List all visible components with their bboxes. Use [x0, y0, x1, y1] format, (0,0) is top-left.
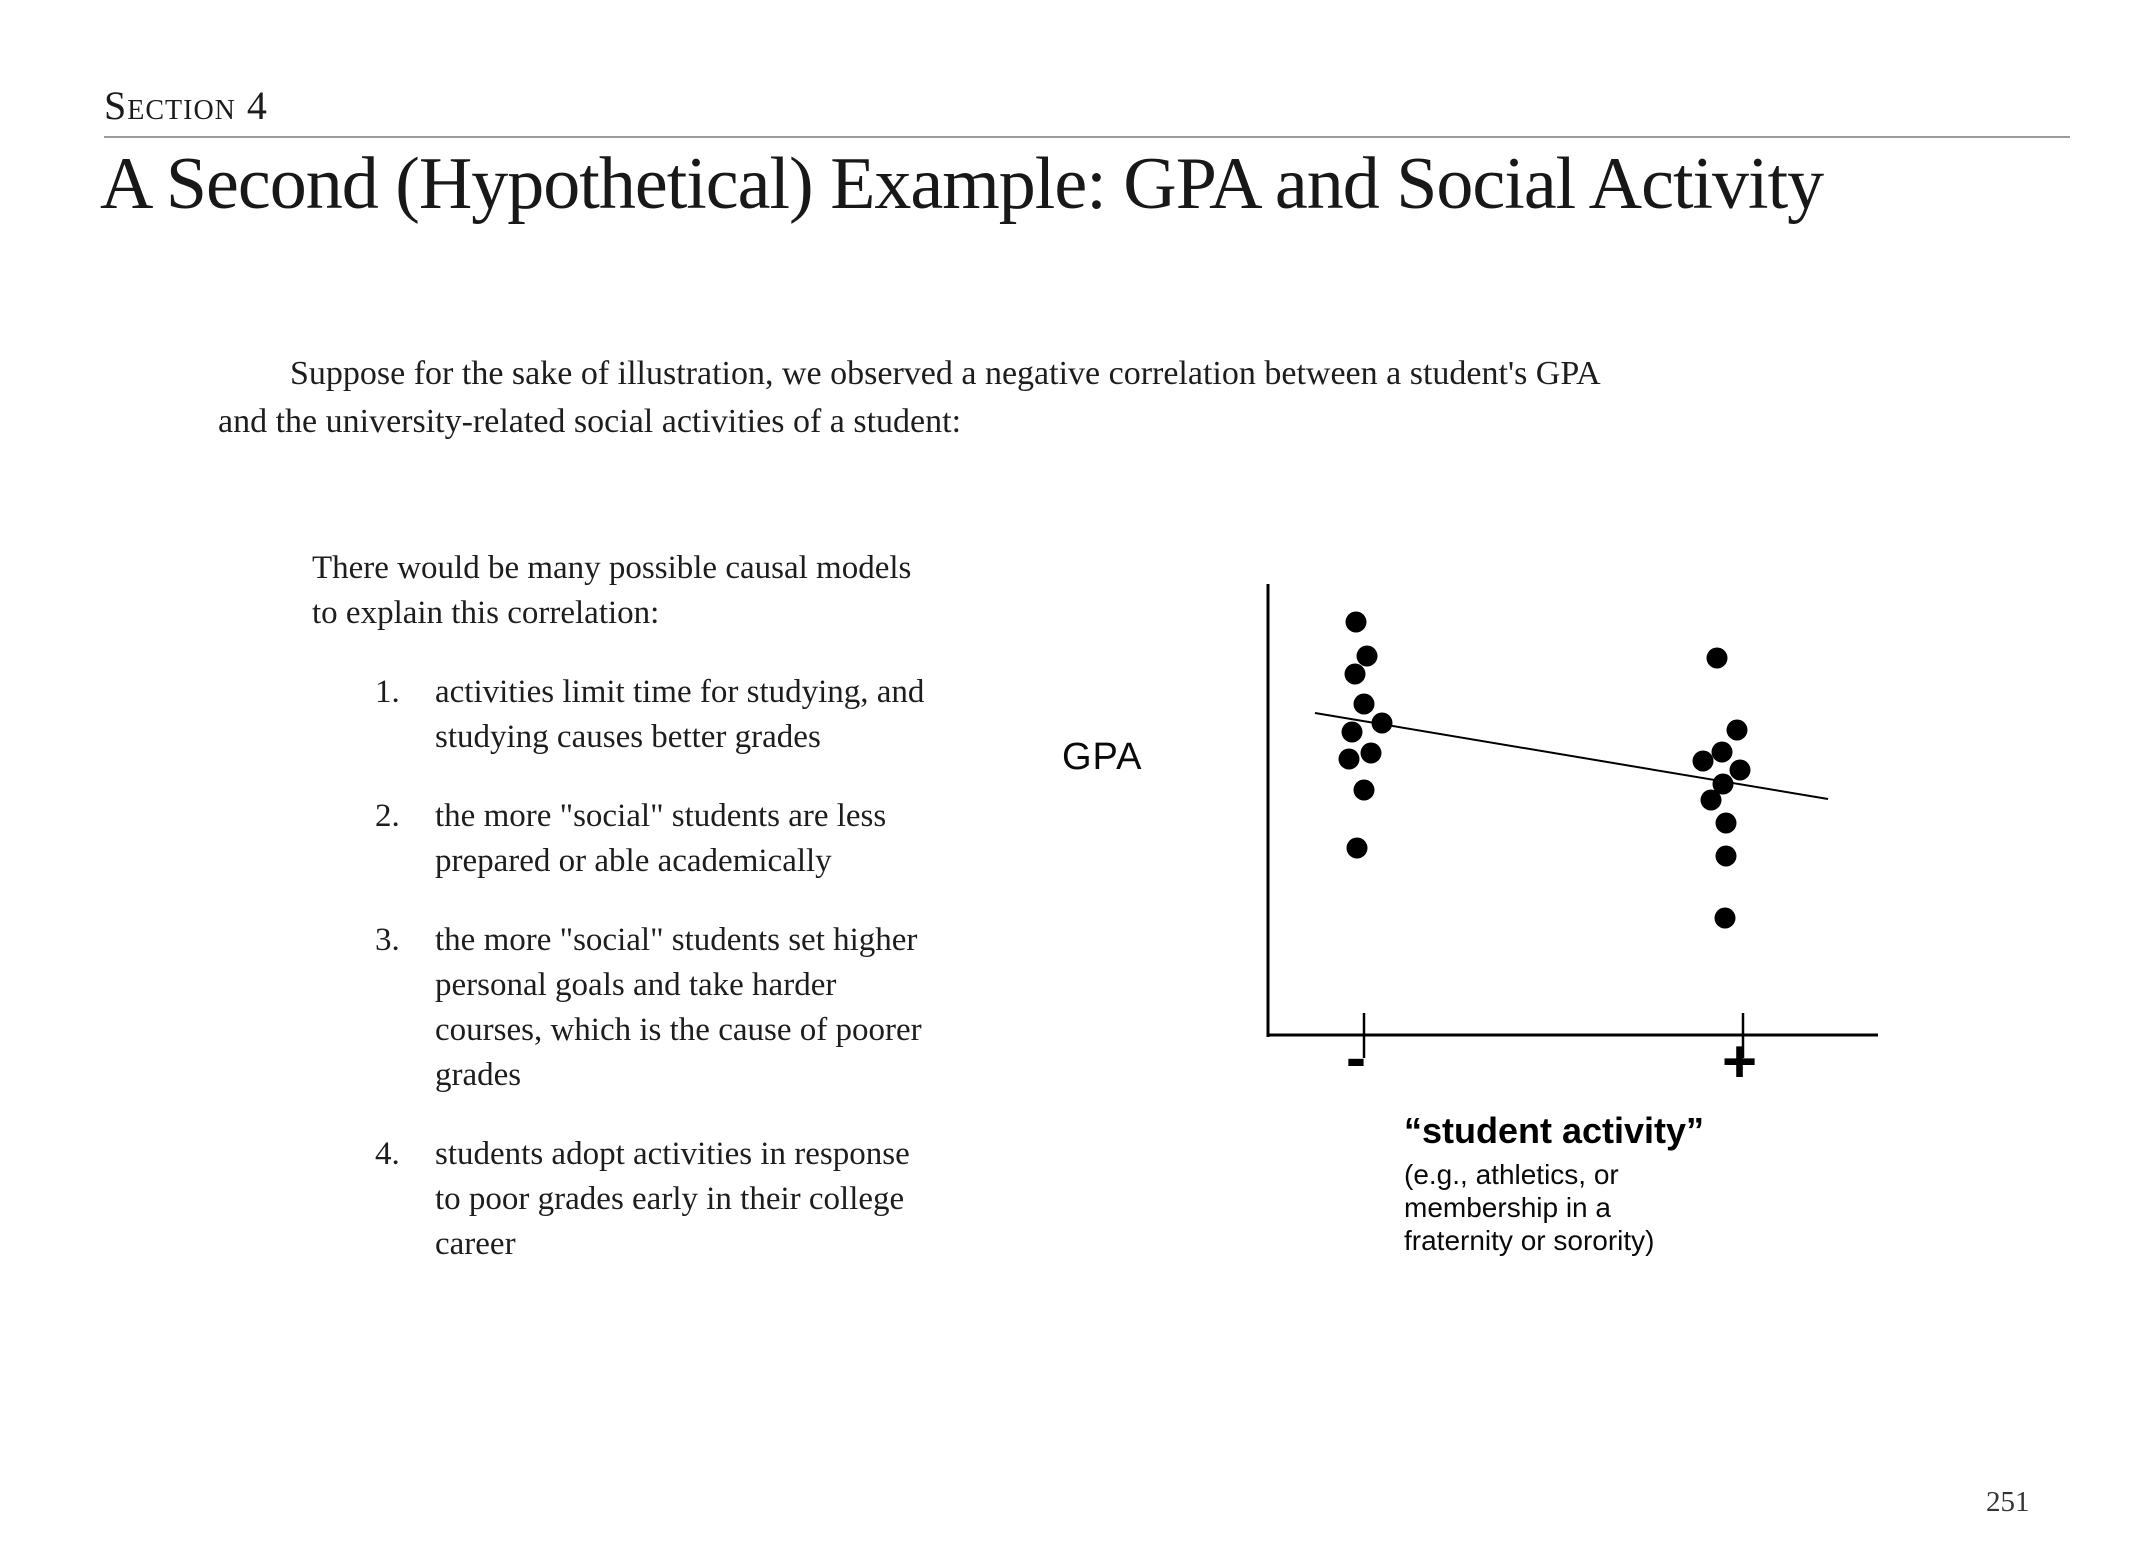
- item-text: the more "social" students set higher per…: [435, 918, 922, 1098]
- data-point: [1729, 759, 1751, 781]
- text-line: Suppose for the sake of illustration, we…: [290, 355, 1601, 392]
- text-line: students adopt activities in response: [435, 1136, 910, 1172]
- causal-models-list: 1. activities limit time for studying, an…: [312, 670, 1032, 1267]
- causal-model-item: 3. the more "social" students set higher p…: [312, 918, 1032, 1098]
- section-label: Section 4: [104, 83, 268, 128]
- data-point: [1344, 663, 1366, 685]
- text-line: career: [435, 1226, 516, 1262]
- data-point: [1371, 712, 1393, 734]
- data-point: [1706, 647, 1728, 669]
- data-point: [1692, 750, 1714, 772]
- data-point: [1712, 773, 1734, 795]
- page-number: 251: [1986, 1486, 2030, 1518]
- section-divider: [104, 136, 2070, 138]
- data-point: [1353, 693, 1375, 715]
- causal-model-item: 2. the more "social" students are less pre…: [312, 794, 1032, 884]
- causal-model-item: 1. activities limit time for studying, an…: [312, 670, 1032, 760]
- data-point: [1353, 779, 1375, 801]
- text-line: to explain this correlation:: [312, 595, 660, 631]
- data-point: [1726, 719, 1748, 741]
- x-tick-label-plus: +: [1722, 1028, 1758, 1095]
- data-point: [1345, 611, 1367, 633]
- scatter-plot-canvas: [1266, 584, 1878, 1058]
- data-point: [1711, 741, 1733, 763]
- data-point: [1346, 837, 1368, 859]
- y-axis-label: GPA: [1062, 736, 1143, 778]
- item-text: activities limit time for studying, and s…: [435, 670, 924, 760]
- text-line: fraternity or sorority): [1404, 1225, 1655, 1256]
- intro-paragraph: Suppose for the sake of illustration, we…: [218, 350, 1938, 446]
- text-line: and the university-related social activi…: [218, 403, 962, 440]
- item-text: students adopt activities in response to …: [435, 1132, 910, 1267]
- causal-models-intro: There would be many possible causal mode…: [312, 546, 1032, 636]
- data-point: [1356, 645, 1378, 667]
- text-line: the more "social" students set higher: [435, 922, 918, 958]
- page-title: A Second (Hypothetical) Example: GPA and…: [100, 143, 1824, 225]
- text-line: (e.g., athletics, or: [1404, 1159, 1619, 1190]
- x-axis-note: (e.g., athletics, or membership in a frate…: [1404, 1158, 1655, 1257]
- trend-line: [1314, 712, 1829, 800]
- scatter-plot: GPA - + “student activity” (e.g., athlet…: [1040, 560, 1900, 1270]
- text-line: activities limit time for studying, and: [435, 674, 925, 710]
- item-text: the more "social" students are less prepa…: [435, 794, 886, 884]
- data-point: [1338, 748, 1360, 770]
- data-point: [1715, 845, 1737, 867]
- text-line: prepared or able academically: [435, 843, 832, 879]
- x-axis-label: “student activity”: [1404, 1110, 1705, 1151]
- item-number: 1.: [375, 674, 400, 710]
- item-number: 2.: [375, 798, 400, 834]
- text-line: studying causes better grades: [435, 719, 821, 755]
- text-line: membership in a: [1404, 1192, 1611, 1223]
- causal-models-block: There would be many possible causal mode…: [312, 546, 1032, 1301]
- text-line: There would be many possible causal mode…: [312, 550, 912, 586]
- item-number: 3.: [375, 922, 400, 958]
- x-tick-label-minus: -: [1346, 1024, 1366, 1091]
- data-point: [1715, 812, 1737, 834]
- text-line: courses, which is the cause of poorer: [435, 1012, 922, 1048]
- causal-model-item: 4. students adopt activities in response t…: [312, 1132, 1032, 1267]
- item-number: 4.: [375, 1136, 400, 1172]
- text-line: grades: [435, 1057, 522, 1093]
- data-point: [1700, 789, 1722, 811]
- data-point: [1341, 721, 1363, 743]
- data-point: [1360, 742, 1382, 764]
- text-line: the more "social" students are less: [435, 798, 887, 834]
- text-line: to poor grades early in their college: [435, 1181, 905, 1217]
- data-point: [1714, 907, 1736, 929]
- text-line: personal goals and take harder: [435, 967, 837, 1003]
